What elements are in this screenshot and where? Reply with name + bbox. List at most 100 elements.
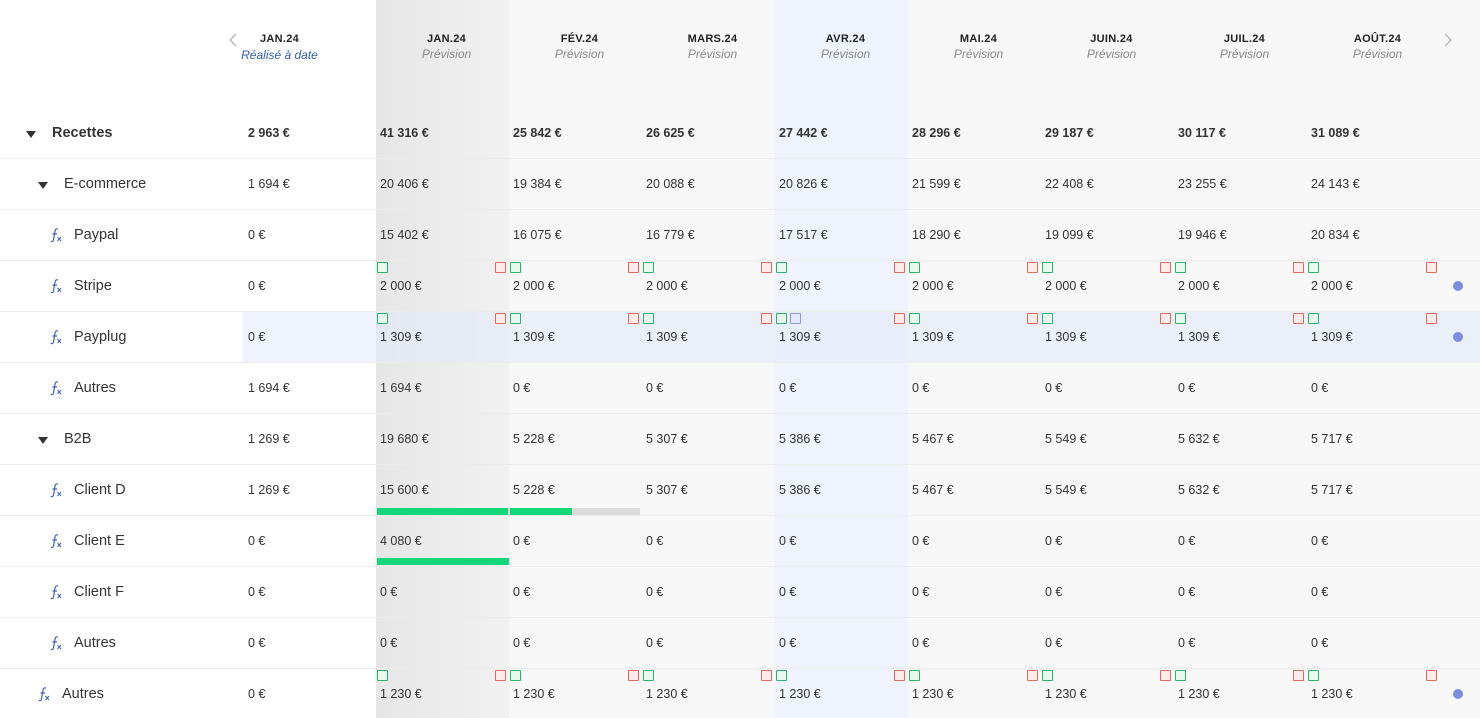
forecast-value[interactable]: 4 080 € (380, 534, 422, 548)
forecast-value[interactable]: 1 230 € (1045, 687, 1087, 701)
edit-icon[interactable] (909, 313, 920, 324)
next-arrow[interactable] (1441, 32, 1455, 48)
edit-icon[interactable] (909, 262, 920, 273)
forecast-value[interactable]: 0 € (1311, 534, 1329, 548)
forecast-value[interactable]: 5 307 € (646, 432, 688, 446)
delete-icon[interactable] (495, 262, 506, 273)
edit-icon[interactable] (643, 670, 654, 681)
row-label[interactable]: E-commerce (64, 176, 147, 192)
forecast-value[interactable]: 0 € (1045, 636, 1063, 650)
comment-icon[interactable] (790, 313, 801, 324)
delete-icon[interactable] (894, 670, 905, 681)
edit-icon[interactable] (1042, 262, 1053, 273)
forecast-value[interactable]: 1 230 € (380, 687, 422, 701)
delete-icon[interactable] (1027, 670, 1038, 681)
edit-icon[interactable] (643, 313, 654, 324)
forecast-value[interactable]: 30 117 € (1178, 126, 1226, 140)
edit-icon[interactable] (1308, 670, 1319, 681)
forecast-value[interactable]: 0 € (912, 534, 930, 548)
forecast-value[interactable]: 27 442 € (779, 126, 828, 140)
delete-icon[interactable] (761, 262, 772, 273)
forecast-value[interactable]: 0 € (646, 585, 664, 599)
delete-icon[interactable] (1160, 313, 1171, 324)
edit-icon[interactable] (909, 670, 920, 681)
forecast-value[interactable]: 1 694 € (380, 381, 422, 395)
forecast-value[interactable]: 0 € (513, 636, 531, 650)
forecast-value[interactable]: 1 230 € (1178, 687, 1220, 701)
forecast-value[interactable]: 1 230 € (1311, 687, 1353, 701)
forecast-value[interactable]: 1 230 € (912, 687, 954, 701)
edit-icon[interactable] (510, 313, 521, 324)
delete-icon[interactable] (1293, 670, 1304, 681)
delete-icon[interactable] (894, 262, 905, 273)
delete-icon[interactable] (1426, 313, 1437, 324)
forecast-value[interactable]: 0 € (1311, 381, 1329, 395)
forecast-value[interactable]: 21 599 € (912, 177, 961, 191)
forecast-value[interactable]: 0 € (1178, 585, 1196, 599)
edit-icon[interactable] (776, 313, 787, 324)
forecast-value[interactable]: 1 309 € (1311, 330, 1353, 344)
edit-icon[interactable] (776, 262, 787, 273)
forecast-value[interactable]: 5 228 € (513, 483, 555, 497)
edit-icon[interactable] (377, 670, 388, 681)
delete-icon[interactable] (1160, 262, 1171, 273)
delete-icon[interactable] (628, 313, 639, 324)
forecast-value[interactable]: 19 680 € (380, 432, 429, 446)
forecast-value[interactable]: 41 316 € (380, 126, 429, 140)
delete-icon[interactable] (1426, 670, 1437, 681)
forecast-value[interactable]: 1 230 € (646, 687, 688, 701)
forecast-value[interactable]: 15 600 € (380, 483, 429, 497)
forecast-value[interactable]: 2 000 € (1045, 279, 1087, 293)
forecast-value[interactable]: 2 000 € (1178, 279, 1220, 293)
forecast-value[interactable]: 0 € (779, 636, 797, 650)
delete-icon[interactable] (1293, 313, 1304, 324)
forecast-value[interactable]: 0 € (380, 636, 398, 650)
forecast-value[interactable]: 23 255 € (1178, 177, 1227, 191)
forecast-value[interactable]: 0 € (912, 381, 930, 395)
edit-icon[interactable] (776, 670, 787, 681)
delete-icon[interactable] (761, 313, 772, 324)
forecast-value[interactable]: 0 € (1311, 585, 1329, 599)
delete-icon[interactable] (628, 262, 639, 273)
forecast-value[interactable]: 5 717 € (1311, 432, 1353, 446)
forecast-value[interactable]: 24 143 € (1311, 177, 1360, 191)
forecast-value[interactable]: 1 309 € (779, 330, 821, 344)
forecast-value[interactable]: 0 € (1045, 585, 1063, 599)
delete-icon[interactable] (1293, 262, 1304, 273)
delete-icon[interactable] (1027, 262, 1038, 273)
forecast-value[interactable]: 5 467 € (912, 483, 954, 497)
forecast-value[interactable]: 22 408 € (1045, 177, 1094, 191)
forecast-value[interactable]: 2 000 € (912, 279, 954, 293)
info-icon[interactable] (1453, 332, 1463, 342)
delete-icon[interactable] (761, 670, 772, 681)
forecast-value[interactable]: 1 309 € (513, 330, 555, 344)
forecast-value[interactable]: 0 € (779, 585, 797, 599)
forecast-value[interactable]: 16 779 € (646, 228, 695, 242)
forecast-value[interactable]: 0 € (1178, 534, 1196, 548)
forecast-value[interactable]: 28 296 € (912, 126, 961, 140)
forecast-value[interactable]: 1 309 € (1178, 330, 1220, 344)
forecast-value[interactable]: 0 € (779, 534, 797, 548)
prev-arrow[interactable] (226, 32, 240, 48)
collapse-caret[interactable] (25, 127, 37, 145)
forecast-value[interactable]: 25 842 € (513, 126, 562, 140)
forecast-value[interactable]: 1 309 € (646, 330, 688, 344)
info-icon[interactable] (1453, 281, 1463, 291)
forecast-value[interactable]: 18 290 € (912, 228, 961, 242)
edit-icon[interactable] (1042, 313, 1053, 324)
forecast-value[interactable]: 1 309 € (1045, 330, 1087, 344)
forecast-value[interactable]: 1 309 € (380, 330, 422, 344)
forecast-value[interactable]: 20 088 € (646, 177, 695, 191)
forecast-value[interactable]: 0 € (513, 585, 531, 599)
forecast-value[interactable]: 16 075 € (513, 228, 562, 242)
forecast-value[interactable]: 0 € (513, 534, 531, 548)
delete-icon[interactable] (894, 313, 905, 324)
forecast-value[interactable]: 31 089 € (1311, 126, 1360, 140)
edit-icon[interactable] (1175, 262, 1186, 273)
forecast-value[interactable]: 5 307 € (646, 483, 688, 497)
forecast-value[interactable]: 0 € (912, 585, 930, 599)
forecast-value[interactable]: 0 € (1045, 534, 1063, 548)
row-label[interactable]: B2B (64, 431, 92, 447)
forecast-value[interactable]: 0 € (912, 636, 930, 650)
forecast-value[interactable]: 15 402 € (380, 228, 429, 242)
